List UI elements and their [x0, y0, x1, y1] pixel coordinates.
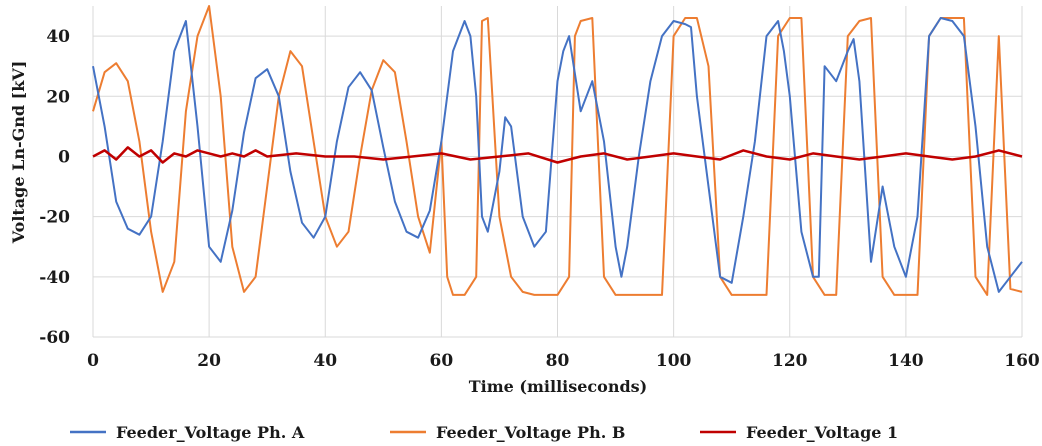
y-tick-label: -40: [39, 268, 70, 288]
legend-label: Feeder_Voltage Ph. B: [436, 423, 625, 442]
x-tick-label: 0: [87, 351, 99, 371]
x-tick-label: 100: [656, 351, 692, 371]
x-tick-label: 140: [888, 351, 924, 371]
x-tick-label: 160: [1004, 351, 1040, 371]
plot-area: [92, 5, 1023, 296]
grid: [92, 6, 1023, 338]
series-line-3: [92, 146, 1023, 164]
y-tick-label: -60: [39, 328, 70, 348]
x-tick-label: 60: [430, 351, 454, 371]
legend-label: Feeder_Voltage Ph. A: [116, 423, 305, 442]
legend-label: Feeder_Voltage 1: [746, 423, 898, 442]
y-axis: -60 -40 -20 0 20 40: [39, 27, 70, 348]
x-tick-label: 120: [772, 351, 808, 371]
series-line-1: [92, 17, 1023, 293]
y-axis-title: Voltage Ln-Gnd [kV]: [9, 61, 28, 245]
series-line-2: [92, 5, 1023, 296]
x-tick-label: 80: [546, 351, 570, 371]
y-tick-label: 40: [46, 27, 70, 47]
x-axis-title: Time (milliseconds): [469, 377, 647, 396]
x-tick-label: 40: [313, 351, 337, 371]
y-tick-label: 0: [58, 147, 70, 167]
y-tick-label: 20: [46, 87, 70, 107]
legend: Feeder_Voltage Ph. A Feeder_Voltage Ph. B…: [70, 423, 898, 442]
y-tick-label: -20: [39, 208, 70, 228]
x-axis: 0 20 40 60 80 100 120 140 160: [87, 351, 1040, 371]
x-tick-label: 20: [197, 351, 221, 371]
